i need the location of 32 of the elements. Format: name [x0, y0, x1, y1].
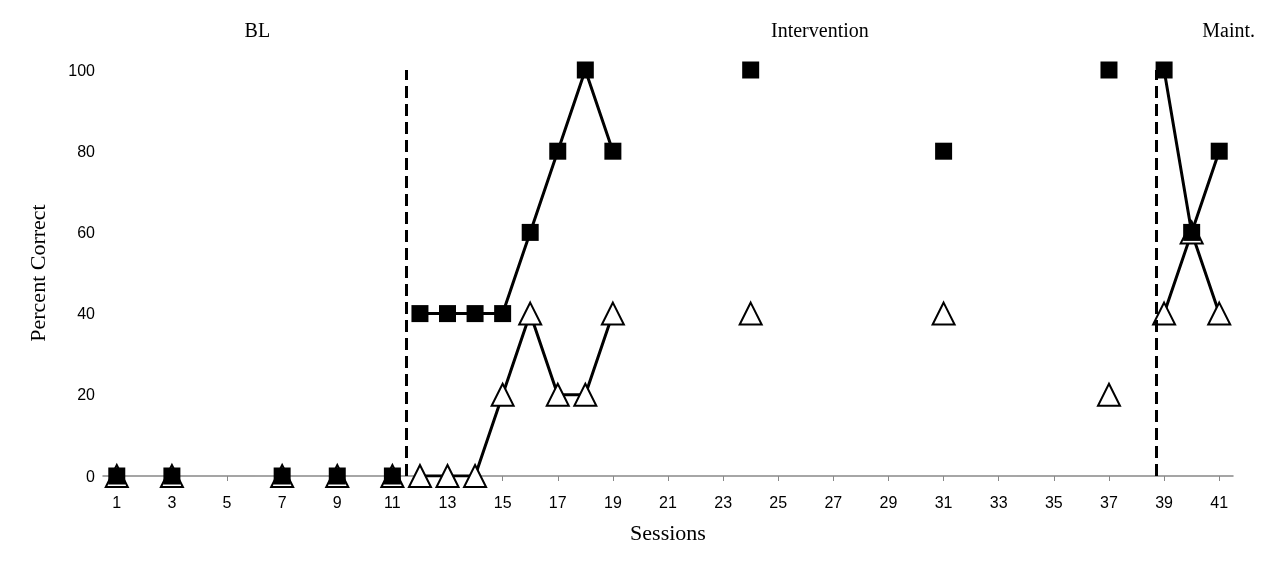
- x-tick-label: 11: [384, 493, 401, 511]
- x-tick-label: 23: [714, 493, 733, 511]
- text: Maint.: [1202, 19, 1255, 41]
- x-tick-label: 1: [112, 493, 122, 511]
- y-tick-label: 100: [68, 61, 96, 79]
- text: BL: [244, 19, 271, 41]
- x-tick-label: 29: [879, 493, 898, 511]
- x-axis-title: Sessions: [630, 519, 706, 545]
- y-axis-title: Percent Correct: [24, 204, 50, 342]
- x-tick-label: 41: [1210, 493, 1229, 511]
- text: Intervention: [771, 19, 869, 41]
- x-tick-label: 3: [167, 493, 177, 511]
- x-tick-label: 31: [934, 493, 953, 511]
- y-tick-label: 80: [77, 142, 96, 160]
- y-tick-label: 0: [86, 467, 96, 485]
- x-tick-label: 39: [1155, 493, 1174, 511]
- x-tick-label: 27: [824, 493, 843, 511]
- y-tick-label: 20: [77, 386, 96, 404]
- x-tick-label: 7: [277, 493, 287, 511]
- x-tick-label: 15: [493, 493, 512, 511]
- x-tick-label: 25: [769, 493, 788, 511]
- x-tick-label: 5: [222, 493, 232, 511]
- y-tick-label: 40: [77, 305, 96, 323]
- y-tick-label: 60: [77, 223, 96, 241]
- x-tick-label: 33: [989, 493, 1008, 511]
- x-tick-label: 19: [603, 493, 622, 511]
- x-tick-label: 21: [659, 493, 677, 511]
- x-tick-label: 35: [1044, 493, 1063, 511]
- x-tick-label: 9: [332, 493, 342, 511]
- x-tick-label: 13: [438, 493, 457, 511]
- x-tick-label: 17: [548, 493, 567, 511]
- x-tick-label: 37: [1100, 493, 1118, 511]
